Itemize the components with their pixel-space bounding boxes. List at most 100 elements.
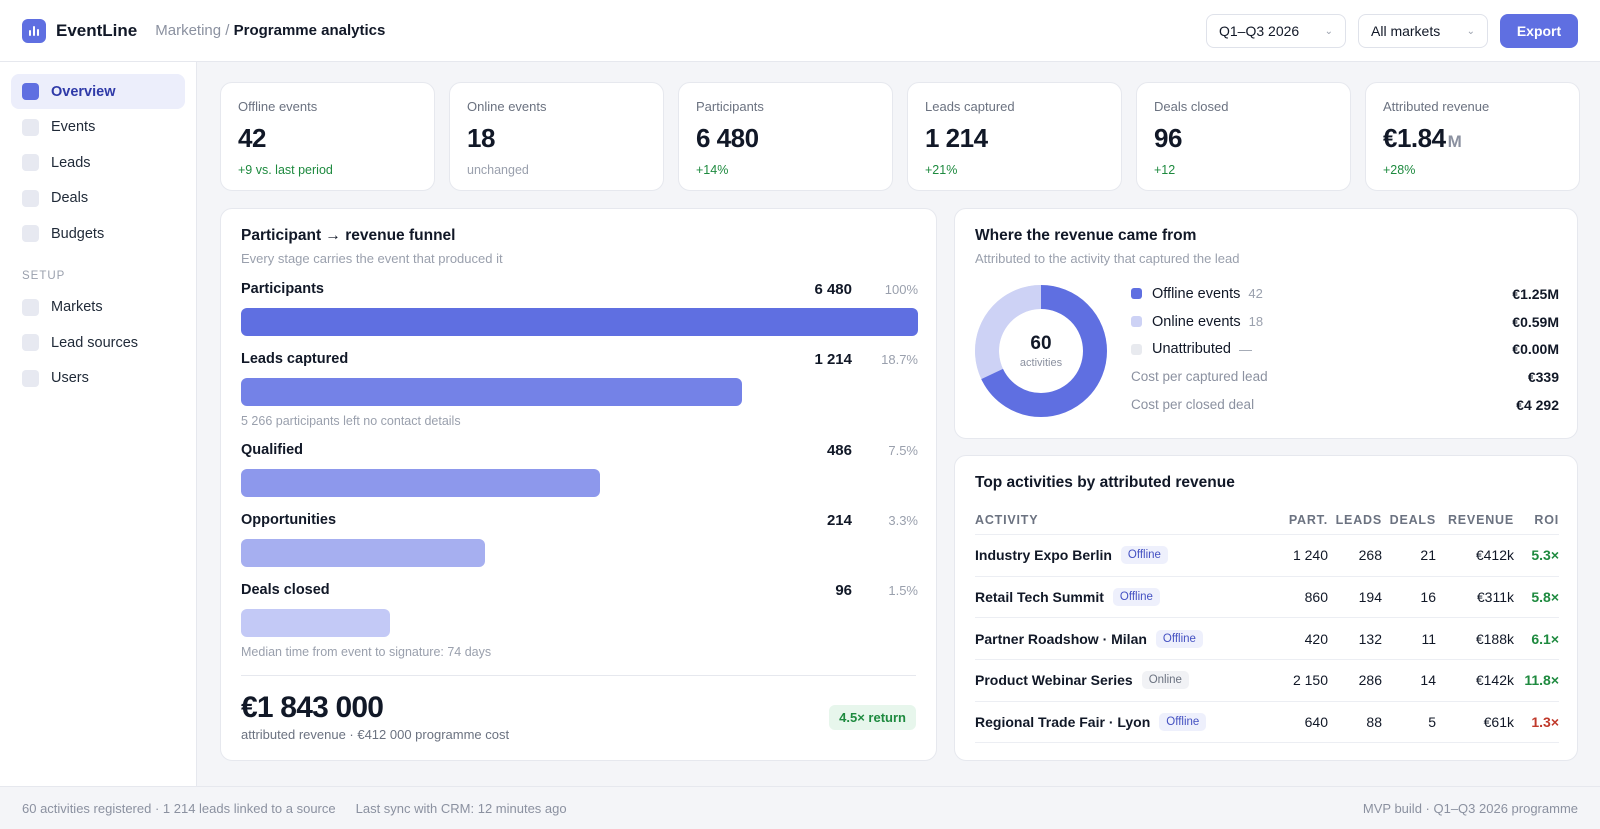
kpi-label: Offline events <box>238 99 318 114</box>
return-badge: 4.5× return <box>829 705 916 730</box>
sidebar-item-label: Events <box>51 119 96 135</box>
legend-count: 42 <box>1248 286 1263 302</box>
stage-percent: 3.3% <box>888 512 918 528</box>
sidebar-item-budgets[interactable]: Budgets <box>11 216 185 251</box>
export-button[interactable]: Export <box>1500 13 1578 48</box>
legend-swatch <box>1131 343 1142 355</box>
sidebar-item-label: Overview <box>51 83 116 100</box>
breadcrumb-separator: / <box>225 22 230 39</box>
sidebar-item-deals[interactable]: Deals <box>11 181 185 216</box>
market-select[interactable]: All markets ⌄ <box>1358 13 1488 48</box>
legend-count: — <box>1239 341 1252 357</box>
total-revenue-value: €1 843 000 <box>241 691 384 724</box>
column-header-revenue[interactable]: REVENUE <box>1447 513 1514 527</box>
kpi-value: 6 480 <box>696 123 759 153</box>
activity-name: Partner Roadshow · Milan <box>975 630 1147 647</box>
legend-label: Offline events <box>1152 285 1241 302</box>
cell-participants: 640 <box>1304 714 1328 731</box>
divider <box>241 675 916 676</box>
sidebar-item-events[interactable]: Events <box>11 110 185 145</box>
cell-leads: 88 <box>1366 714 1382 731</box>
funnel-title: Participant → revenue funnel <box>241 227 456 244</box>
funnel-total: €1 843 000 attributed revenue · €412 000… <box>241 691 509 742</box>
sidebar-section-setup: SETUP <box>22 269 66 282</box>
logo-icon <box>22 18 46 43</box>
stage-note: Median time from event to signature: 74 … <box>241 645 492 659</box>
stage-percent: 100% <box>884 281 918 297</box>
activities-table: ACTIVITY PART. LEADS DEALS REVENUE ROI I… <box>975 506 1559 744</box>
funnel-card: Participant → revenue funnel Every stage… <box>220 208 937 761</box>
metric-row-cost-per-deal: Cost per closed deal €4 292 <box>1131 391 1559 419</box>
chevron-down-icon: ⌄ <box>1466 25 1475 37</box>
period-select[interactable]: Q1–Q3 2026 ⌄ <box>1206 13 1346 48</box>
activity-type-badge: Offline <box>1112 588 1160 607</box>
period-value: Q1–Q3 2026 <box>1219 22 1300 39</box>
sidebar-item-label: Lead sources <box>51 334 139 351</box>
column-header-participants[interactable]: PART. <box>1288 513 1328 527</box>
legend-label: Unattributed <box>1152 341 1231 358</box>
funnel-stage-qualified: Qualified 486 7.5% <box>241 440 918 497</box>
table-row[interactable]: Retail Tech Summit Offline 860 194 16 €31… <box>975 577 1559 619</box>
activity-type-badge: Offline <box>1155 629 1203 648</box>
sidebar-item-leads[interactable]: Leads <box>11 145 185 180</box>
sources-title: Where the revenue came from <box>975 227 1197 244</box>
sidebar-item-markets[interactable]: Markets <box>11 290 185 325</box>
kpi-value: 1 214 <box>925 123 988 153</box>
kpi-card-deals-closed: Deals closed 96 +12 <box>1136 82 1351 191</box>
kpi-card-offline-events: Offline events 42 +9 vs. last period <box>220 82 435 191</box>
table-row[interactable]: Industry Expo Berlin Offline 1 240 268 21… <box>975 535 1559 577</box>
stage-name: Deals closed <box>241 582 330 598</box>
kpi-card-online-events: Online events 18 unchanged <box>449 82 664 191</box>
table-row[interactable]: Regional Trade Fair · Lyon Offline 640 88… <box>975 702 1559 744</box>
column-header-activity[interactable]: ACTIVITY <box>975 513 1039 527</box>
legend-swatch <box>1131 316 1142 328</box>
stage-name: Leads captured <box>241 351 349 367</box>
total-revenue-caption: attributed revenue · €412 000 programme … <box>241 727 510 742</box>
revenue-donut-chart: 60 activities <box>975 285 1107 417</box>
legend-count: 18 <box>1248 314 1264 330</box>
stage-name: Qualified <box>241 442 304 458</box>
sidebar-item-overview[interactable]: Overview <box>11 74 185 109</box>
table-row[interactable]: Product Webinar Series Online 2 150 286 1… <box>975 660 1559 702</box>
stage-bar <box>241 539 485 567</box>
kpi-value: 42 <box>238 123 266 153</box>
cell-revenue: €61k <box>1483 714 1514 731</box>
cell-leads: 268 <box>1358 547 1382 564</box>
sidebar-item-label: Leads <box>51 154 91 171</box>
cell-deals: 14 <box>1420 672 1436 689</box>
legend-value: €1.25M <box>1512 285 1559 302</box>
cell-deals: 5 <box>1428 714 1436 731</box>
table-header: ACTIVITY PART. LEADS DEALS REVENUE ROI <box>975 506 1559 535</box>
breadcrumb-parent[interactable]: Marketing <box>155 22 222 39</box>
stage-note: 5 266 participants left no contact detai… <box>241 414 461 428</box>
kpi-value-number: €1.84 <box>1383 123 1446 153</box>
sidebar-item-users[interactable]: Users <box>11 361 185 396</box>
kpi-row: Offline events 42 +9 vs. last period Onl… <box>220 82 1580 191</box>
stage-percent: 7.5% <box>888 442 918 458</box>
brand-name: EventLine <box>56 20 138 40</box>
sidebar: Overview Events Leads Deals Budgets SETU… <box>0 62 197 786</box>
activity-name: Regional Trade Fair · Lyon <box>975 714 1151 731</box>
market-value: All markets <box>1371 22 1441 39</box>
legend-label: Online events <box>1152 313 1241 330</box>
sidebar-item-lead-sources[interactable]: Lead sources <box>11 325 185 360</box>
metric-label: Cost per closed deal <box>1131 397 1255 413</box>
markets-icon <box>22 298 39 316</box>
column-header-roi[interactable]: ROI <box>1534 513 1559 527</box>
column-header-leads[interactable]: LEADS <box>1335 513 1382 527</box>
activity-type-badge: Offline <box>1159 713 1207 732</box>
kpi-delta: +12 <box>1154 163 1176 177</box>
table-row[interactable]: Partner Roadshow · Milan Offline 420 132 … <box>975 618 1559 661</box>
activity-name: Product Webinar Series <box>975 672 1133 689</box>
cell-leads: 194 <box>1358 589 1382 606</box>
kpi-delta: +28% <box>1383 163 1416 177</box>
column-header-deals[interactable]: DEALS <box>1389 513 1436 527</box>
budgets-icon <box>22 225 39 242</box>
chevron-down-icon: ⌄ <box>1324 25 1333 37</box>
legend-row-unattributed: Unattributed — €0.00M <box>1131 335 1559 363</box>
cell-participants: 420 <box>1304 630 1328 647</box>
footer-sync-status: Last sync with CRM: 12 minutes ago <box>355 800 567 816</box>
activity-name: Retail Tech Summit <box>975 589 1104 606</box>
legend-value: €0.00M <box>1512 341 1559 358</box>
kpi-value: 96 <box>1154 123 1182 153</box>
